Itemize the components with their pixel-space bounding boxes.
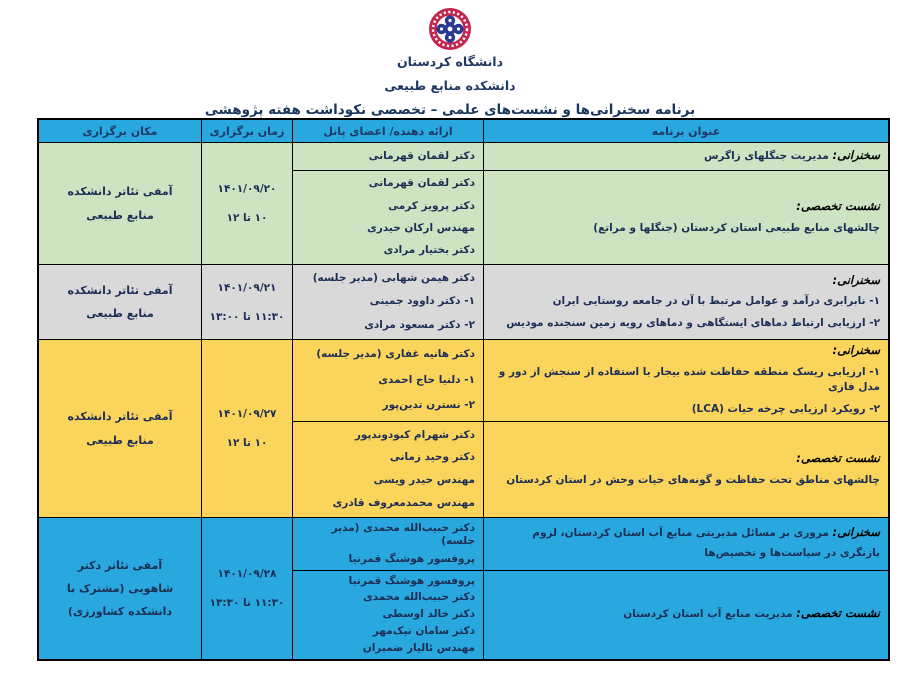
university-logo-icon [429,8,471,50]
panel-member: دکتر لقمان قهرمانی [368,149,475,162]
faculty-name: دانشکده منابع طبیعی [384,78,516,93]
program-topic: نشست تخصصی: مدیریت منابع آب استان کردستا… [494,605,880,625]
panel-member: ۲- دکتر مسعود مرادی [364,318,475,331]
section-row: سخنرانی: مروری بر مسائل مدیریتی منابع آب… [39,517,888,659]
event-hours: ۱۱:۳۰ تا ۱۳:۳۰ [209,597,285,609]
panel-member: ۲- نسترن تدین‌پور [382,399,475,412]
panel-member: مهندس حیدر ویسی [373,474,475,487]
panel-member: مهندس ارکان حیدری [367,221,475,234]
topic-line: ۱- نابرابری درآمد و عوامل مرتبط با آن در… [552,294,880,307]
program-title-cell: سخنرانی: مدیریت جنگلهای زاگرس [484,143,888,170]
header-program-title: عنوان برنامه [483,120,888,142]
panel-column: دکتر هیمن شهابی (مدیر جلسه) ۱- دکتر داوود… [292,265,483,339]
topic-line: چالشهای منابع طبیعی استان کردستان (جنگله… [593,221,880,234]
program-topic: سخنرانی: مدیریت جنگلهای زاگرس [494,147,880,167]
panel-member: دکتر خالد اوسطی [382,608,475,621]
panel-member: دکتر هیمن شهابی (مدیر جلسه) [312,271,475,284]
event-hours: ۱۰ تا ۱۲ [226,212,268,224]
masthead: دانشگاه کردستان دانشکده منابع طبیعی برنا… [0,0,900,118]
session-type-label: سخنرانی: [832,272,880,287]
university-logo [0,7,900,51]
session-type-label: سخنرانی: [832,147,880,162]
program-title-cell: سخنرانی: مروری بر مسائل مدیریتی منابع آب… [484,518,888,570]
document-title: برنامه سخنرانی‌ها و نشست‌های علمی – تخصص… [204,102,696,118]
topic-line: ۲- ارزیابی ارتباط دماهای ایستگاهی و دماه… [506,317,880,330]
panel-member: دکتر شهرام کبودوندپور [354,428,475,441]
topic-line: چالشهای مناطق تحت حفاظت و گونه‌های حیات … [506,473,880,486]
panel-cell: پروفسور هوشنگ قمرنیا دکتر حبیب‌الله محمدی… [293,570,483,659]
program-title-cell: نشست تخصصی: چالشهای منابع طبیعی استان کرد… [484,170,888,264]
panel-cell: دکتر لقمان قهرمانی [293,143,483,170]
panel-column: دکتر لقمان قهرمانی دکتر لقمان قهرمانی دکتر… [292,143,483,264]
university-name: دانشگاه کردستان [396,54,504,69]
panel-member: دکتر سامان نیک‌مهر [372,624,475,637]
panel-member: دکتر حبیب‌الله محمدی (مدیر جلسه) [331,521,475,548]
program-topic: سخنرانی: مروری بر مسائل مدیریتی منابع آب… [494,524,880,564]
panel-cell: دکتر لقمان قهرمانی دکتر پرویز کرمی مهندس ا… [293,170,483,264]
section-row: سخنرانی: ۱- ارزیابی ریسک منطقه حفاظت شده … [39,339,888,517]
panel-cell: دکتر شهرام کبودوندپور دکتر وحید زمانی مهند… [293,421,483,517]
panel-cell: دکتر هانیه غفاری (مدیر جلسه) ۱- دلنیا حاج… [293,340,483,421]
program-title-cell: نشست تخصصی: مدیریت منابع آب استان کردستا… [484,570,888,659]
section-row: سخنرانی: ۱- نابرابری درآمد و عوامل مرتبط … [39,264,888,339]
panel-cell: دکتر حبیب‌الله محمدی (مدیر جلسه) پروفسور … [293,518,483,570]
topic-text: مدیریت جنگلهای زاگرس [703,149,829,162]
session-type-label: نشست تخصصی: [796,199,880,214]
panel-column: دکتر هانیه غفاری (مدیر جلسه) ۱- دلنیا حاج… [292,340,483,517]
panel-member: مهندس محمدمعروف قادری [332,496,475,509]
panel-member: پروفسور هوشنگ قمرنیا [348,552,475,565]
program-title-column: سخنرانی: ۱- نابرابری درآمد و عوامل مرتبط … [483,265,888,339]
panel-cell: دکتر هیمن شهابی (مدیر جلسه) ۱- دکتر داوود… [293,265,483,339]
location-cell: آمفی تئاتر دکتر شاهویی (مشترک با دانشکده… [66,558,174,619]
section-row: سخنرانی: مدیریت جنگلهای زاگرس نشست تخصصی:… [39,143,888,264]
topic-text: مروری بر مسائل مدیریتی منابع آب استان کر… [532,527,880,559]
program-title-cell: نشست تخصصی: چالشهای مناطق تحت حفاظت و گون… [484,421,888,517]
panel-member: دکتر بختیار مرادی [383,244,475,257]
event-date: ۱۴۰۱/۰۹/۲۱ [217,281,277,294]
time-cell: ۱۴۰۱/۰۹/۲۱ ۱۱:۳۰ تا ۱۳:۰۰ [201,265,292,339]
program-title-cell: سخنرانی: ۱- ارزیابی ریسک منطقه حفاظت شده … [484,340,888,421]
topic-text: مدیریت منابع آب استان کردستان [623,608,793,621]
panel-member: دکتر حبیب‌الله محمدی [363,591,475,604]
time-cell: ۱۴۰۱/۰۹/۲۰ ۱۰ تا ۱۲ [201,143,292,264]
program-title-cell: سخنرانی: ۱- نابرابری درآمد و عوامل مرتبط … [484,265,888,339]
header-panel: ارائه دهنده/ اعضای پانل [292,120,483,142]
topic-line: ۱- ارزیابی ریسک منطقه حفاظت شده بیجار با… [498,365,880,394]
schedule-table: عنوان برنامه ارائه دهنده/ اعضای پانل زما… [37,118,890,661]
session-type-label: نشست تخصصی: [796,451,880,466]
time-cell: ۱۴۰۱/۰۹/۲۸ ۱۱:۳۰ تا ۱۳:۳۰ [201,518,292,659]
location-cell: آمفی تئاتر دانشکده منابع طبیعی [67,283,173,320]
panel-member: دکتر وحید زمانی [389,451,475,464]
panel-member: دکتر پرویز کرمی [388,199,475,212]
location-cell: آمفی تئاتر دانشکده منابع طبیعی [67,410,173,447]
event-hours: ۱۰ تا ۱۲ [226,437,268,449]
panel-member: مهندس ئالیار ضمیران [362,641,475,654]
session-type-label: سخنرانی: [832,525,880,540]
panel-member: ۱- دکتر داوود جمینی [369,295,475,308]
panel-member: دکتر لقمان قهرمانی [368,177,475,190]
event-date: ۱۴۰۱/۰۹/۲۷ [217,408,277,420]
topic-line: ۲- رویکرد ارزیابی چرخه حیات (LCA) [691,403,880,416]
program-title-column: سخنرانی: ۱- ارزیابی ریسک منطقه حفاظت شده … [483,340,888,517]
header-location: مکان برگزاری [82,124,158,138]
program-title-column: سخنرانی: مدیریت جنگلهای زاگرس نشست تخصصی:… [483,143,888,264]
session-type-label: سخنرانی: [832,343,880,358]
table-header-row: عنوان برنامه ارائه دهنده/ اعضای پانل زما… [39,120,888,143]
header-time: زمان برگزاری [201,120,292,142]
event-date: ۱۴۰۱/۰۹/۲۸ [217,568,277,580]
location-cell: آمفی تئاتر دانشکده منابع طبیعی [67,185,173,222]
time-cell: ۱۴۰۱/۰۹/۲۷ ۱۰ تا ۱۲ [201,340,292,517]
program-title-column: سخنرانی: مروری بر مسائل مدیریتی منابع آب… [483,518,888,659]
panel-column: دکتر حبیب‌الله محمدی (مدیر جلسه) پروفسور … [292,518,483,659]
session-type-label: نشست تخصصی: [796,606,880,621]
panel-member: ۱- دلنیا حاج احمدی [378,373,475,386]
event-date: ۱۴۰۱/۰۹/۲۰ [217,183,277,195]
event-hours: ۱۱:۳۰ تا ۱۳:۰۰ [209,310,285,323]
panel-member: پروفسور هوشنگ قمرنیا [348,574,475,587]
panel-member: دکتر هانیه غفاری (مدیر جلسه) [316,348,475,360]
